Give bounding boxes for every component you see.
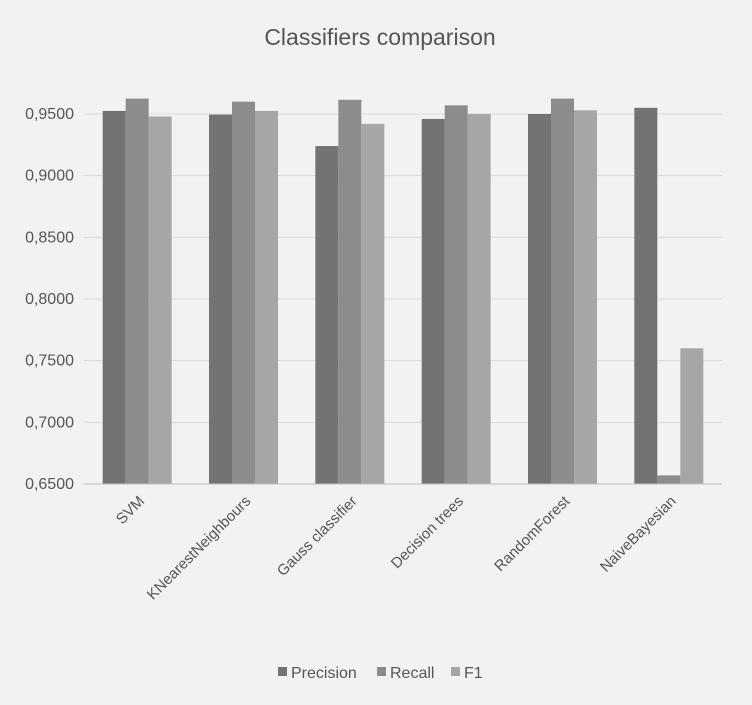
y-tick-label: 0,8500 bbox=[25, 229, 74, 246]
bar-f1 bbox=[680, 348, 704, 484]
legend: Precision Recall F1 bbox=[278, 665, 483, 682]
bars bbox=[102, 98, 704, 485]
legend-swatch-precision bbox=[278, 667, 287, 676]
bar-precision bbox=[102, 110, 126, 485]
legend-label-recall: Recall bbox=[390, 665, 434, 682]
legend-label-precision: Precision bbox=[291, 665, 357, 682]
y-tick-label: 0,7000 bbox=[25, 414, 74, 431]
gridlines bbox=[84, 113, 722, 485]
bar-recall bbox=[232, 101, 255, 485]
y-tick-label: 0,9500 bbox=[25, 106, 74, 123]
bar-recall bbox=[444, 105, 468, 484]
bar-f1 bbox=[361, 123, 385, 484]
x-category-label: RandomForest bbox=[491, 492, 574, 575]
bar-precision bbox=[421, 118, 445, 484]
chart-title: Classifiers comparison bbox=[264, 24, 495, 50]
y-tick-label: 0,6500 bbox=[25, 476, 74, 493]
bar-f1 bbox=[148, 116, 172, 484]
bar-recall bbox=[657, 475, 681, 484]
x-category-label: Decision trees bbox=[388, 493, 467, 572]
legend-swatch-f1 bbox=[451, 667, 460, 676]
legend-label-f1: F1 bbox=[464, 665, 483, 682]
x-category-label: NaiveBayesian bbox=[597, 493, 680, 576]
bar-precision bbox=[209, 114, 232, 484]
bar-recall bbox=[551, 98, 574, 484]
y-axis: 0,6500 0,7000 0,7500 0,8000 0,8500 0,9000 0,95… bbox=[25, 106, 74, 493]
bar-precision bbox=[634, 107, 658, 484]
bar-f1 bbox=[255, 110, 278, 485]
y-tick-label: 0,7500 bbox=[25, 353, 74, 370]
bar-f1 bbox=[574, 110, 597, 485]
legend-swatch-recall bbox=[377, 667, 386, 676]
bar-precision bbox=[315, 146, 339, 485]
x-category-label: KNearestNeighbours bbox=[144, 493, 254, 603]
bar-recall bbox=[338, 99, 362, 485]
y-tick-label: 0,8000 bbox=[25, 291, 74, 308]
bar-f1 bbox=[467, 114, 491, 484]
bar-precision bbox=[528, 114, 551, 484]
x-category-label: Gauss classifier bbox=[274, 493, 361, 580]
x-category-label: SVM bbox=[113, 493, 148, 528]
bar-recall bbox=[125, 98, 149, 484]
y-tick-label: 0,9000 bbox=[25, 168, 74, 185]
